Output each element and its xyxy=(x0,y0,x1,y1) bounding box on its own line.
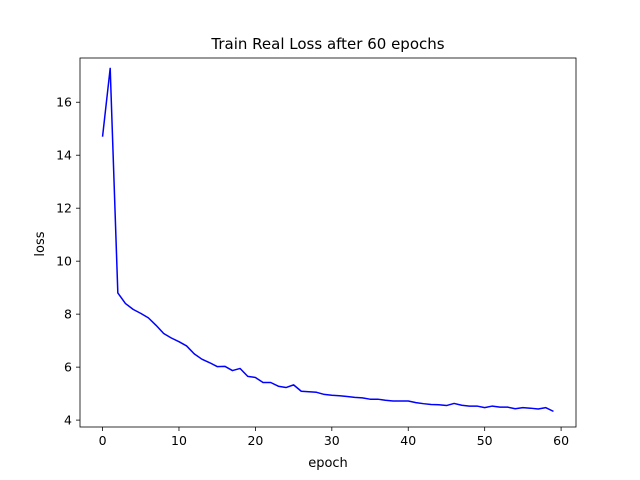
x-tick-label: 30 xyxy=(324,433,340,448)
y-tick-label: 14 xyxy=(56,148,72,163)
y-tick-label: 16 xyxy=(56,95,72,110)
y-tick-label: 8 xyxy=(64,307,72,322)
x-tick-label: 10 xyxy=(171,433,187,448)
y-tick-label: 6 xyxy=(64,360,72,375)
series-line-0 xyxy=(101,67,554,413)
chart-title: Train Real Loss after 60 epochs xyxy=(210,35,444,53)
plot-frame xyxy=(79,57,577,428)
plot-area xyxy=(79,57,577,428)
y-tick-label: 10 xyxy=(56,254,72,269)
x-tick-label: 0 xyxy=(99,433,107,448)
x-tick-label: 20 xyxy=(247,433,263,448)
x-axis-label: epoch xyxy=(308,456,348,471)
y-axis: 4 6 8 10 12 14 16 xyxy=(56,95,80,428)
y-tick-label: 4 xyxy=(64,413,72,428)
x-tick-label: 40 xyxy=(400,433,416,448)
x-tick-label: 60 xyxy=(553,433,569,448)
y-axis-label: loss xyxy=(33,231,48,256)
y-tick-label: 12 xyxy=(56,201,72,216)
x-axis: 0 10 20 30 40 50 60 xyxy=(99,427,569,448)
x-tick-label: 50 xyxy=(477,433,493,448)
